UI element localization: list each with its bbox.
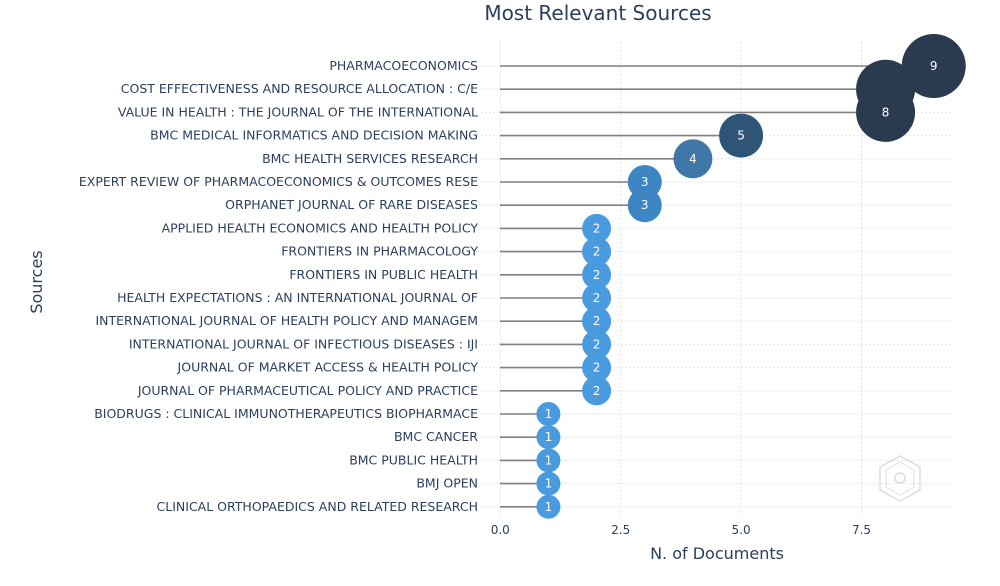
x-tick-label: 2.5 <box>611 523 630 537</box>
source-label: EXPERT REVIEW OF PHARMACOECONOMICS & OUT… <box>79 174 478 189</box>
bubble-point[interactable] <box>536 494 561 519</box>
source-label: HEALTH EXPECTATIONS : AN INTERNATIONAL J… <box>117 290 478 305</box>
bubble-point[interactable] <box>582 260 612 290</box>
source-label: FRONTIERS IN PHARMACOLOGY <box>281 244 478 259</box>
source-label: PHARMACOECONOMICS <box>329 58 478 73</box>
bubble-point[interactable] <box>582 376 612 406</box>
bubble-point[interactable] <box>582 329 612 359</box>
source-label: BIODRUGS : CLINICAL IMMUNOTHERAPEUTICS B… <box>94 406 478 421</box>
source-label: BMC PUBLIC HEALTH <box>349 452 478 467</box>
stem-layer <box>500 65 934 508</box>
bubble-point[interactable] <box>536 471 561 496</box>
bubble-value-label: 9 <box>930 59 938 73</box>
bubble-value-label: 2 <box>593 221 601 235</box>
bubble-value-label: 2 <box>593 361 601 375</box>
bubble-point[interactable] <box>856 82 916 142</box>
bubble-value-label: 8 <box>882 105 890 119</box>
source-label: BMC HEALTH SERVICES RESEARCH <box>262 151 478 166</box>
x-tick-label: 5.0 <box>732 523 751 537</box>
bubble-point[interactable] <box>536 448 561 473</box>
bubble-value-label: 5 <box>737 129 745 143</box>
bubble-value-label: 2 <box>593 314 601 328</box>
source-label: INTERNATIONAL JOURNAL OF INFECTIOUS DISE… <box>129 336 478 351</box>
source-label: BMC MEDICAL INFORMATICS AND DECISION MAK… <box>150 128 478 143</box>
source-label: CLINICAL ORTHOPAEDICS AND RELATED RESEAR… <box>157 499 478 514</box>
x-tick-label: 0.0 <box>491 523 510 537</box>
chart-title: Most Relevant Sources <box>484 1 711 25</box>
bubble-point[interactable] <box>582 353 612 383</box>
bubble-point[interactable] <box>582 213 612 243</box>
source-label: JOURNAL OF MARKET ACCESS & HEALTH POLICY <box>177 360 479 375</box>
bubble-point[interactable] <box>536 402 561 426</box>
bubble-point[interactable] <box>536 425 561 450</box>
grid-layer <box>481 42 953 516</box>
bubble-point[interactable] <box>627 188 662 223</box>
source-label: APPLIED HEALTH ECONOMICS AND HEALTH POLI… <box>162 220 479 235</box>
bubble-value-label: 2 <box>593 245 601 259</box>
y-axis-title: Sources <box>27 250 46 313</box>
source-label: VALUE IN HEALTH : THE JOURNAL OF THE INT… <box>118 104 478 119</box>
bubble-point[interactable] <box>582 283 612 313</box>
bubble-point[interactable] <box>582 237 612 267</box>
bubble-point[interactable] <box>901 34 966 98</box>
x-tick-labels: 0.0 2.5 5.0 7.5 <box>491 523 871 537</box>
bubble-value-label: 3 <box>641 175 649 189</box>
category-labels: PHARMACOECONOMICS COST EFFECTIVENESS AND … <box>79 58 479 514</box>
bubble-value-label: 1 <box>545 477 553 491</box>
source-label: BMC CANCER <box>394 429 478 444</box>
source-label: BMJ OPEN <box>416 476 478 491</box>
bubble-value-label: 1 <box>545 500 553 514</box>
bubble-layer: 98854332222222211111 <box>536 34 966 519</box>
source-label: FRONTIERS IN PUBLIC HEALTH <box>289 267 478 282</box>
bubble-point[interactable] <box>719 113 764 158</box>
bubble-point[interactable] <box>673 139 713 179</box>
source-label: JOURNAL OF PHARMACEUTICAL POLICY AND PRA… <box>137 383 478 398</box>
x-tick-label: 7.5 <box>852 523 871 537</box>
watermark-logo <box>879 455 921 502</box>
bubble-value-label: 2 <box>593 384 601 398</box>
source-label: INTERNATIONAL JOURNAL OF HEALTH POLICY A… <box>95 313 478 328</box>
source-label: ORPHANET JOURNAL OF RARE DISEASES <box>225 197 478 212</box>
bubble-value-label: 2 <box>593 291 601 305</box>
bubble-value-label: 3 <box>641 198 649 212</box>
bubble-value-label: 4 <box>689 152 697 166</box>
bubble-value-label: 1 <box>545 407 553 421</box>
bubble-value-label: 1 <box>545 453 553 467</box>
bubble-value-label: 1 <box>545 430 553 444</box>
bubble-point[interactable] <box>582 306 612 336</box>
source-label: COST EFFECTIVENESS AND RESOURCE ALLOCATI… <box>121 81 478 96</box>
bubble-value-label: 2 <box>593 337 601 351</box>
x-axis-title: N. of Documents <box>650 544 784 563</box>
bubble-value-label: 2 <box>593 268 601 282</box>
